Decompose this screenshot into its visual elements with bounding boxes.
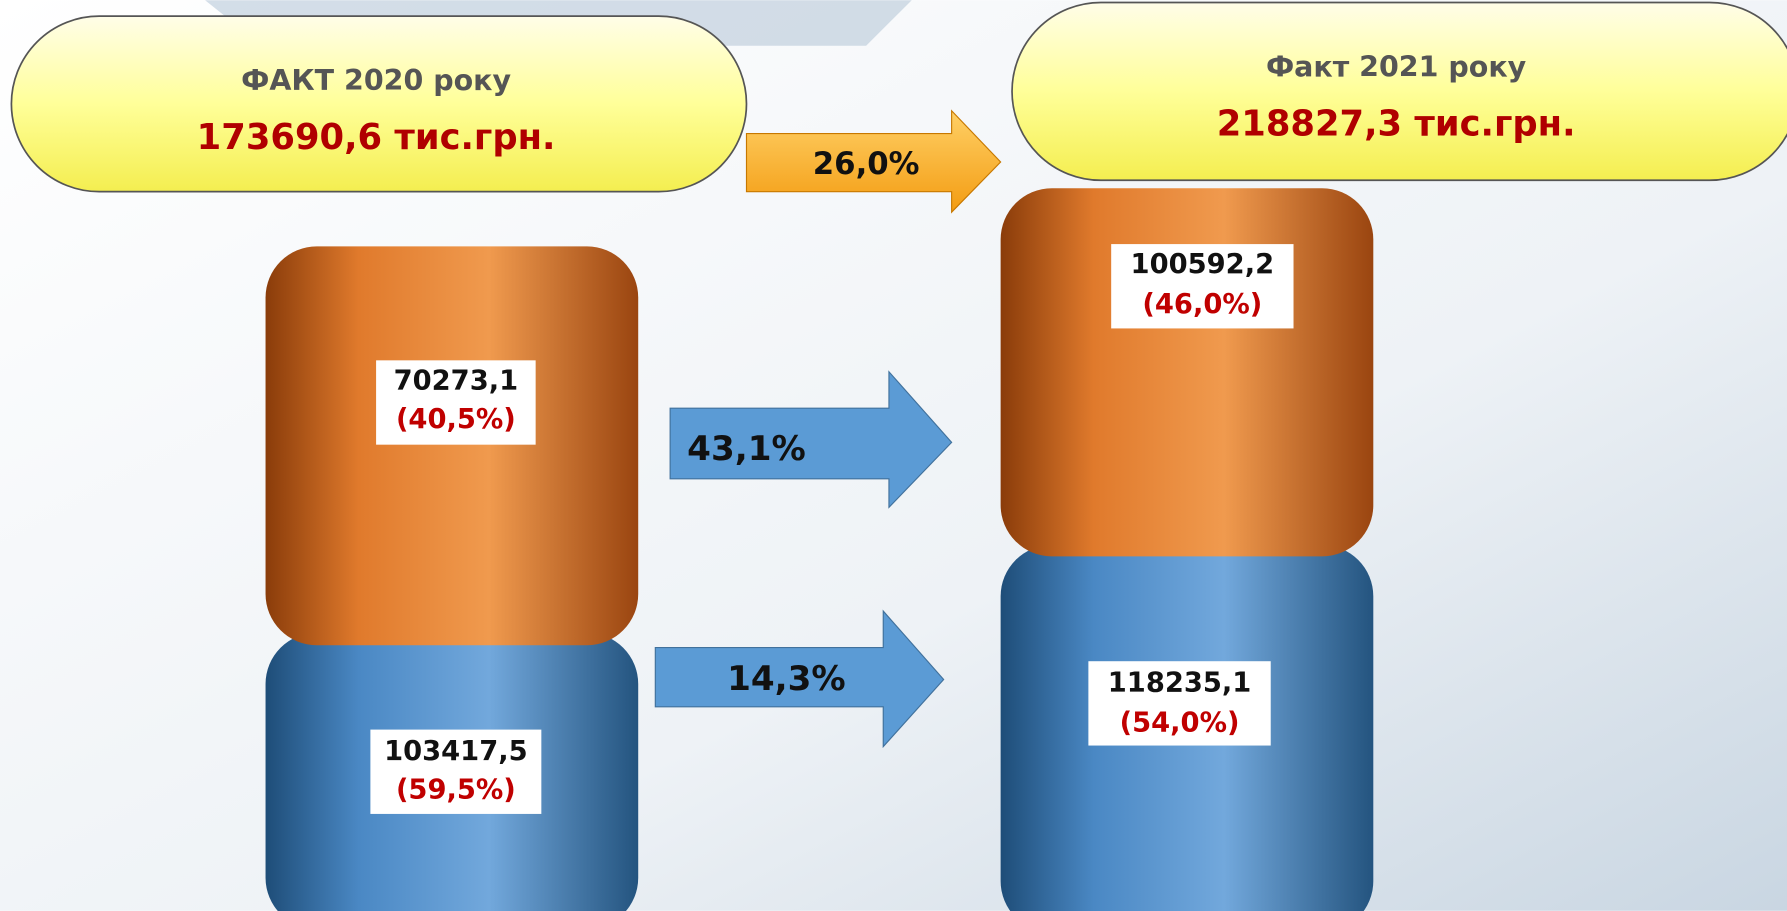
left-title: ФАКТ 2020 року bbox=[241, 64, 511, 97]
segment-value: 70273,1 bbox=[394, 365, 519, 396]
segment-share: (54,0%) bbox=[1120, 707, 1240, 738]
left-total: 173690,6 тис.грн. bbox=[197, 117, 556, 158]
right-callout bbox=[1012, 2, 1787, 180]
segment-share: (40,5%) bbox=[396, 404, 516, 435]
total-growth: 26,0% bbox=[813, 146, 920, 182]
left-top-cylinder bbox=[266, 246, 639, 645]
bottom-growth: 14,3% bbox=[727, 659, 846, 699]
right-total: 218827,3 тис.грн. bbox=[1217, 104, 1576, 145]
segment-share: (46,0%) bbox=[1142, 289, 1262, 320]
top-growth: 43,1% bbox=[687, 429, 806, 469]
left-callout bbox=[11, 16, 746, 192]
slide: ФАКТ 2020 року 173690,6 тис.грн. Факт 20… bbox=[0, 0, 1787, 911]
right-top-cylinder bbox=[1001, 188, 1374, 556]
right-title: Факт 2021 року bbox=[1266, 51, 1527, 84]
segment-value: 100592,2 bbox=[1131, 249, 1275, 280]
segment-value: 118235,1 bbox=[1108, 668, 1252, 699]
segment-value: 103417,5 bbox=[384, 736, 528, 767]
segment-share: (59,5%) bbox=[396, 775, 516, 806]
